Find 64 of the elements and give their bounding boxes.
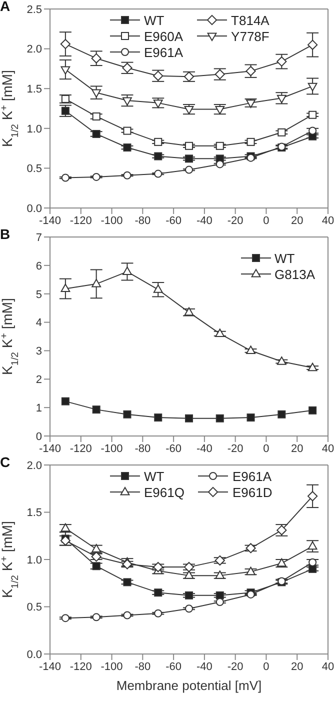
legend-label: E960A <box>144 28 184 44</box>
y-tick-label: 2 <box>36 374 42 386</box>
legend-label: E961A <box>144 44 184 60</box>
y-tick-label: 0 <box>36 430 42 443</box>
legend-label: E961D <box>232 484 272 500</box>
legend-label: Y778F <box>231 28 270 44</box>
y-tick-label: 1 <box>36 402 42 414</box>
y-tick-label: 1.5 <box>26 84 42 96</box>
y-tick-label: 0.5 <box>26 163 42 176</box>
x-tick-label: -100 <box>100 660 123 673</box>
y-tick-label: 0.5 <box>26 602 42 614</box>
legend-label: WT <box>274 250 295 266</box>
x-tick-label: -80 <box>134 442 151 455</box>
y-tick-label: 0.0 <box>26 648 42 661</box>
y-tick-label: 2.0 <box>26 460 42 472</box>
legend-label: E961Q <box>144 484 184 500</box>
y-tick-label: 7 <box>36 232 42 244</box>
x-tick-label: -60 <box>166 442 182 455</box>
x-tick-label: -140 <box>38 214 62 227</box>
chart-title: C <box>0 454 10 470</box>
x-tick-label: 0 <box>263 214 270 227</box>
legend-label: WT <box>144 468 164 484</box>
x-tick-label: -120 <box>70 442 92 455</box>
x-tick-label: -40 <box>196 214 212 227</box>
x-tick-label: 40 <box>322 660 334 673</box>
x-tick-label: -140 <box>38 442 62 455</box>
x-tick-label: -120 <box>70 660 92 673</box>
legend-label: WT <box>144 12 164 28</box>
y-tick-label: 1.0 <box>26 123 42 136</box>
y-tick-label: 1.5 <box>26 507 42 520</box>
y-tick-label: 2.0 <box>26 44 42 56</box>
x-tick-label: -120 <box>70 214 92 227</box>
y-tick-label: 1.0 <box>26 554 42 566</box>
x-tick-label: 20 <box>290 660 304 673</box>
x-tick-label: -60 <box>166 660 182 673</box>
x-tick-label: 0 <box>263 442 270 455</box>
x-tick-label: -40 <box>196 660 212 673</box>
y-tick-label: 0.0 <box>26 202 42 215</box>
x-tick-label: -80 <box>134 214 151 227</box>
chart-title: A <box>0 0 10 14</box>
y-tick-label: 4 <box>36 317 42 330</box>
x-axis-title: Membrane potential [mV] <box>116 678 262 693</box>
y-tick-label: 5 <box>36 288 42 301</box>
legend-label: G813A <box>274 266 315 282</box>
x-tick-label: -100 <box>100 442 123 455</box>
x-tick-label: -40 <box>196 442 212 455</box>
x-tick-label: -20 <box>227 442 244 455</box>
x-tick-label: -100 <box>100 214 123 227</box>
x-tick-label: 20 <box>290 442 304 455</box>
x-tick-label: -60 <box>166 214 182 227</box>
legend-label: E961A <box>232 468 272 484</box>
x-tick-label: 40 <box>322 442 334 455</box>
y-tick-label: 3 <box>36 346 42 358</box>
x-tick-label: 0 <box>263 660 270 673</box>
x-tick-label: -20 <box>227 660 244 673</box>
legend-label: T814A <box>231 12 270 28</box>
x-tick-label: -80 <box>134 660 151 673</box>
x-tick-label: 40 <box>322 214 334 227</box>
x-tick-label: -140 <box>38 660 62 673</box>
y-tick-label: 6 <box>36 260 42 272</box>
y-tick-label: 2.5 <box>26 4 42 16</box>
x-tick-label: 20 <box>290 214 304 227</box>
x-tick-label: -20 <box>227 214 244 227</box>
chart-title: B <box>0 226 10 242</box>
